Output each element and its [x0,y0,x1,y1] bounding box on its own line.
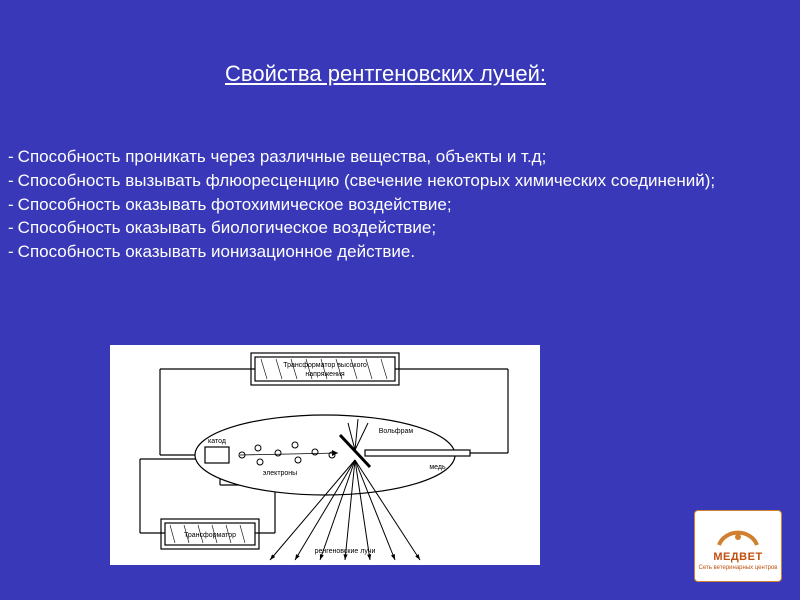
xray-tube-diagram: Трансформатор высокого напряжения Трансфор… [110,345,540,565]
logo-name: МЕДВЕТ [713,551,762,563]
diagram-svg: Трансформатор высокого напряжения Трансфор… [110,345,540,565]
bullet-text: Способность оказывать биологическое возд… [18,216,798,240]
svg-text:медь: медь [429,464,446,471]
list-item: - Способность вызывать флюоресценцию (св… [8,169,798,193]
list-item: - Способность оказывать ионизационное де… [8,240,798,264]
svg-text:Трансформатор: Трансформатор [184,532,236,539]
logo-subtitle: Сеть ветеринарных центров [699,565,778,572]
svg-text:напряжения: напряжения [305,371,345,378]
list-item: - Способность проникать через различные … [8,145,798,169]
svg-text:ренгеновские лучи: ренгеновские лучи [315,548,376,555]
bullet-dash: - [8,216,18,240]
bullet-dash: - [8,145,18,169]
list-item: - Способность оказывать фотохимическое в… [8,193,798,217]
bullet-text: Способность оказывать фотохимическое воз… [18,193,798,217]
svg-text:Трансформатор высокого: Трансформатор высокого [283,362,367,369]
logo-badge: МЕДВЕТ Сеть ветеринарных центров [694,510,782,582]
bullet-text: Способность оказывать ионизационное дейс… [18,240,798,264]
logo-arc-icon [715,521,761,549]
svg-text:электроны: электроны [263,470,297,477]
bullet-dash: - [8,240,18,264]
svg-text:Вольфрам: Вольфрам [379,428,414,435]
bullet-dash: - [8,193,18,217]
list-item: - Способность оказывать биологическое во… [8,216,798,240]
bullet-text: Способность вызывать флюоресценцию (свеч… [18,169,798,193]
bullet-dash: - [8,169,18,193]
slide-title: Свойства рентгеновских лучей: [225,60,605,89]
bullet-text: Способность проникать через различные ве… [18,145,798,169]
bullet-list: - Способность проникать через различные … [8,145,798,264]
svg-text:катод: катод [208,438,226,445]
